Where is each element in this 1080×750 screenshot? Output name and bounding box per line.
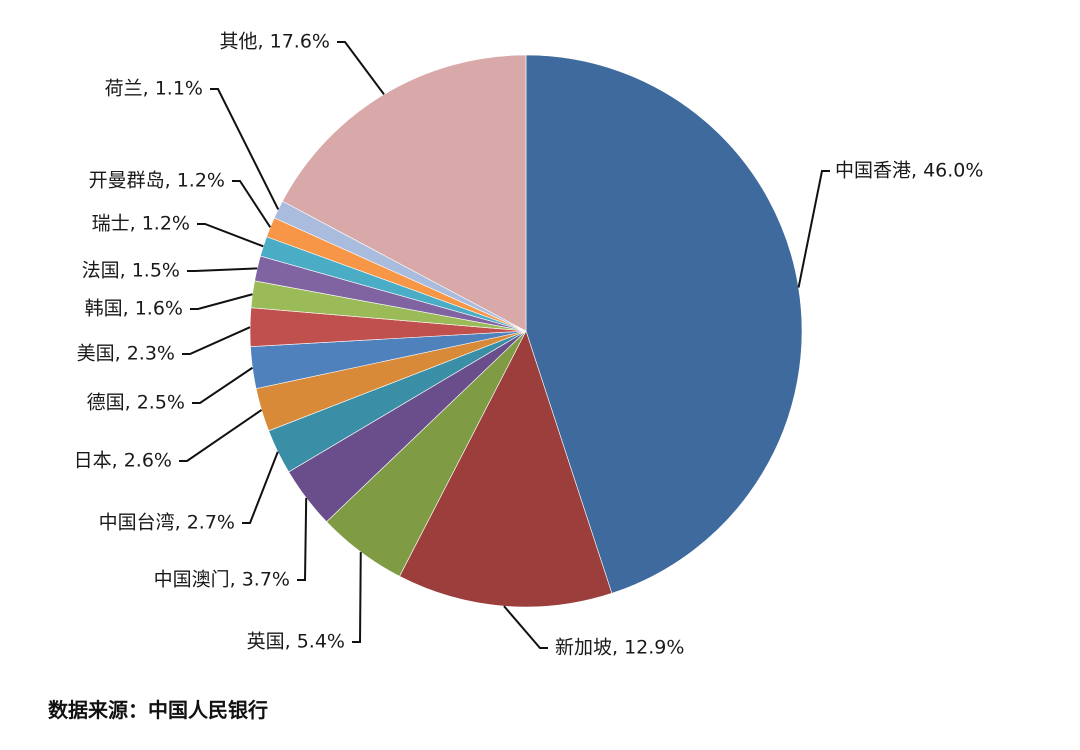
pie-slice-14: [282, 54, 527, 332]
leader-line-9: [190, 293, 253, 310]
slice-label-11: 瑞士, 1.2%: [92, 213, 190, 235]
leader-line-1: [797, 170, 830, 288]
leader-line-14: [337, 41, 385, 95]
leader-line-7: [192, 366, 254, 404]
slice-label-13: 荷兰, 1.1%: [105, 78, 203, 100]
slice-label-7: 德国, 2.5%: [87, 392, 185, 414]
leader-line-13: [210, 88, 280, 210]
leader-line-8: [182, 326, 251, 355]
slice-label-3: 英国, 5.4%: [247, 631, 345, 653]
leader-line-12: [232, 180, 272, 228]
pie-chart: 中国香港, 46.0% 新加坡, 12.9% 英国, 5.4% 中国澳门, 3.7% 中…: [74, 31, 984, 659]
pie-chart-svg: 中国香港, 46.0% 新加坡, 12.9% 英国, 5.4% 中国澳门, 3.7% 中…: [74, 31, 984, 659]
slice-label-4: 中国澳门, 3.7%: [154, 569, 290, 591]
leader-line-5: [242, 451, 279, 524]
slice-label-10: 法国, 1.5%: [82, 260, 180, 282]
pie-labels: 中国香港, 46.0% 新加坡, 12.9% 英国, 5.4% 中国澳门, 3.7% 中…: [74, 31, 984, 659]
slice-label-9: 韩国, 1.6%: [85, 298, 183, 320]
pie-slice-1: [525, 54, 803, 594]
slice-label-1: 中国香港, 46.0%: [835, 160, 983, 182]
source-note: 数据来源：中国人民银行: [48, 698, 268, 722]
slice-label-12: 开曼群岛, 1.2%: [89, 170, 225, 192]
leader-line-10: [187, 267, 258, 272]
leader-line-11: [197, 223, 264, 248]
leader-line-6: [179, 409, 263, 462]
slice-label-14: 其他, 17.6%: [220, 31, 330, 53]
leader-line-2: [503, 605, 548, 649]
slice-label-2: 新加坡, 12.9%: [555, 637, 684, 659]
leader-line-4: [297, 497, 308, 581]
leader-line-3: [352, 552, 362, 643]
pie-slices: [249, 54, 803, 608]
slice-label-6: 日本, 2.6%: [74, 450, 172, 472]
slice-label-5: 中国台湾, 2.7%: [99, 512, 235, 534]
slice-label-8: 美国, 2.3%: [77, 343, 175, 365]
